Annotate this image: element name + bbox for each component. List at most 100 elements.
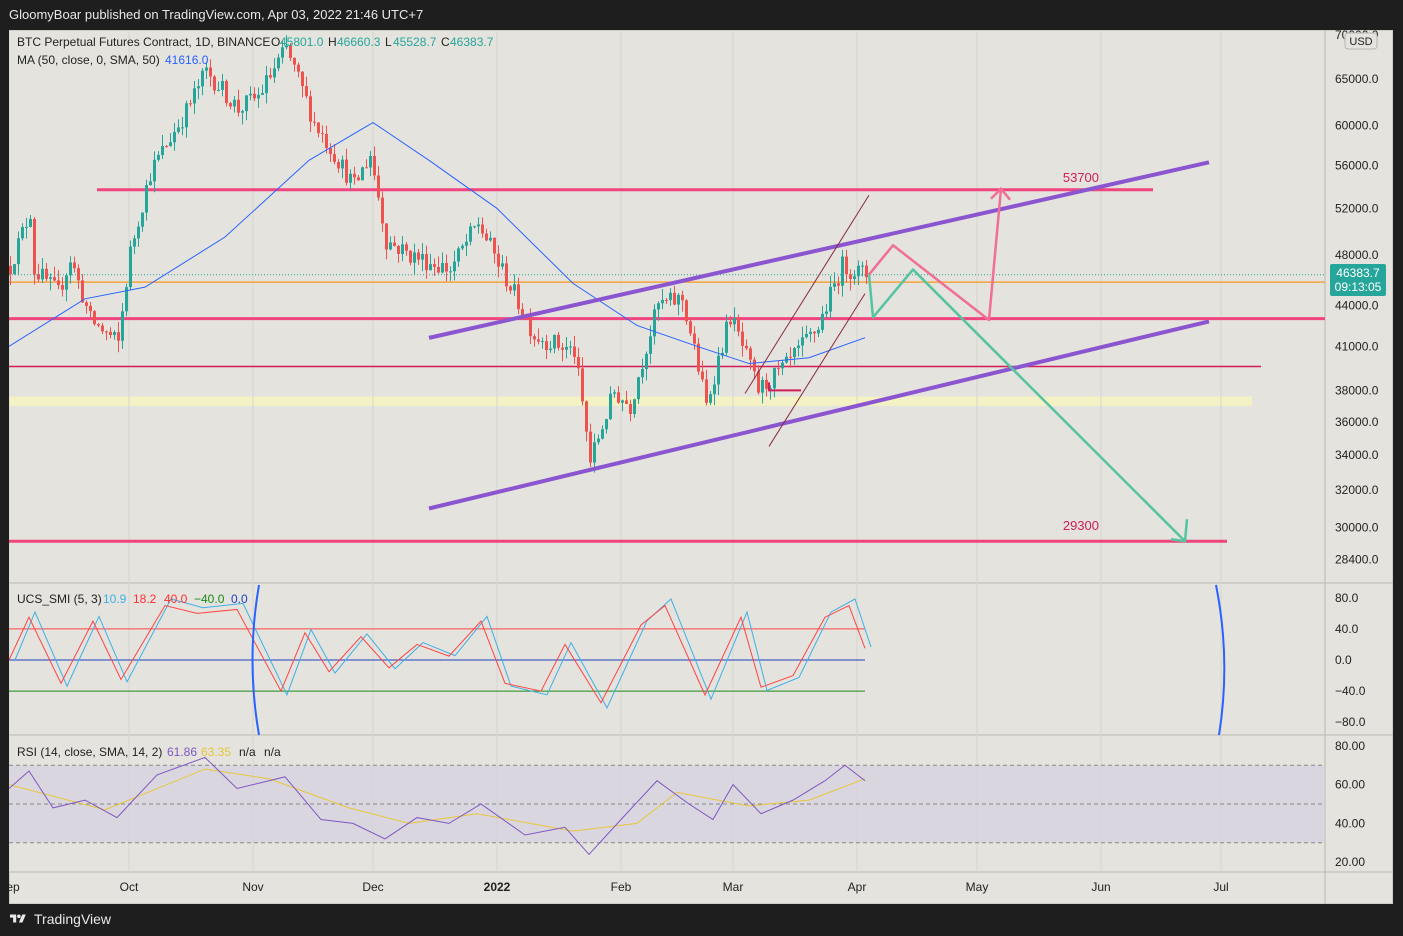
candle-body (201, 70, 204, 87)
candle-body (273, 68, 276, 78)
rsi-ma-line (9, 768, 866, 832)
channel-upper-line[interactable] (428, 160, 1210, 340)
blue-arc-drawing[interactable] (1215, 584, 1226, 736)
last-price-tag (1330, 264, 1386, 296)
time-axis[interactable]: Sep Oct Nov Dec 2022 Feb Mar Apr May Jun Jul (9, 880, 1229, 894)
smi-tick-label: −40.0 (1335, 684, 1366, 698)
candle-body (333, 154, 336, 162)
march-low-marker[interactable] (768, 382, 801, 392)
candle-body (421, 254, 424, 260)
candle-body (585, 401, 588, 432)
candle-body (29, 218, 32, 227)
chart-area[interactable]: 53700 29300 BTC Perpetual Futures Contra… (9, 30, 1393, 904)
candle-body (661, 299, 664, 304)
main-pane[interactable] (9, 30, 1325, 872)
price-axis[interactable]: 65000.0 60000.0 56000.0 52000.0 48000.0 44000… (1335, 72, 1379, 566)
main-legend[interactable]: BTC Perpetual Futures Contract, 1D, BINA… (17, 35, 494, 67)
smi-zero-value: 0.0 (231, 592, 248, 606)
candle-body (601, 429, 604, 439)
candle-body (409, 250, 412, 263)
candle-body (125, 287, 128, 312)
candle-body (101, 325, 104, 332)
time-tick-label: Nov (242, 880, 263, 894)
candle-body (293, 57, 296, 65)
drawings-layer[interactable] (428, 160, 1210, 543)
smi-tick-label: 40.0 (1335, 622, 1359, 636)
candle-body (657, 303, 660, 310)
candle-body (165, 146, 168, 148)
candle-body (565, 346, 568, 350)
candle-body (177, 127, 180, 132)
candle-body (169, 142, 172, 147)
wedge-upper-line[interactable] (744, 194, 870, 394)
candle-body (225, 81, 228, 104)
smi-tick-label: 0.0 (1335, 653, 1352, 667)
candle-body (97, 324, 100, 326)
candle-body (33, 218, 36, 275)
candle-body (277, 57, 280, 69)
candle-body (545, 341, 548, 351)
candle-body (69, 262, 72, 276)
rsi-extra-1: n/a (239, 745, 256, 759)
smi-tick-label: −80.0 (1335, 715, 1366, 729)
candle-body (253, 93, 256, 99)
time-tick-label: Dec (362, 880, 383, 894)
candle-body (845, 256, 848, 275)
candle-body (449, 271, 452, 273)
smi-axis[interactable]: 80.0 40.0 0.0 −40.0 −80.0 (1335, 591, 1366, 729)
candle-body (397, 245, 400, 254)
currency-badge[interactable] (1344, 32, 1378, 50)
bear-scenario-path[interactable] (867, 268, 1186, 543)
candle-body (81, 280, 84, 303)
candle-body (865, 265, 868, 278)
candle-body (233, 99, 236, 107)
ohlc-c-label: C (441, 35, 450, 49)
candle-body (673, 292, 676, 305)
candle-body (769, 388, 772, 390)
candle-body (141, 212, 144, 227)
candle-body (425, 254, 428, 271)
candle-body (689, 321, 692, 334)
smi-value: 10.9 (103, 592, 127, 606)
channel-lower-line[interactable] (428, 319, 1210, 511)
candle-body (457, 248, 460, 262)
rsi-layer (9, 756, 1325, 856)
rsi-pane[interactable] (9, 756, 1325, 856)
candle-body (481, 224, 484, 234)
time-tick-label: Sep (9, 880, 20, 894)
candle-body (353, 173, 356, 178)
candle-body (77, 268, 80, 281)
candle-body (633, 399, 636, 414)
candle-body (105, 331, 108, 333)
candle-body (61, 285, 64, 290)
smi-legend[interactable]: UCS_SMI (5, 3) 10.9 18.2 40.0 −40.0 0.0 (17, 592, 248, 606)
smi-pane[interactable] (9, 584, 1226, 736)
blue-ellipse-drawing[interactable] (251, 584, 260, 736)
bar-countdown: 09:13:05 (1335, 280, 1382, 294)
ohlc-c-value: 46383.7 (450, 35, 494, 49)
rsi-axis[interactable]: 80.00 60.00 40.00 20.00 (1335, 739, 1365, 869)
candle-body (725, 321, 728, 353)
candle-body (729, 321, 732, 325)
candle-body (217, 89, 220, 91)
candle-body (793, 348, 796, 358)
candle-body (237, 99, 240, 113)
candle-body (609, 393, 612, 420)
time-tick-label: Oct (120, 880, 139, 894)
candle-body (325, 133, 328, 148)
candle-body (541, 341, 544, 343)
candle-body (381, 197, 384, 224)
candle-body (305, 86, 308, 97)
candle-body (401, 244, 404, 254)
candle-body (653, 309, 656, 337)
candle-body (337, 161, 340, 169)
candle-body (329, 147, 332, 155)
candle-body (445, 263, 448, 272)
candle-body (321, 133, 324, 135)
bull-scenario-path[interactable] (868, 188, 1003, 322)
rsi-legend[interactable]: RSI (14, close, SMA, 14, 2) 61.86 63.35 … (17, 745, 281, 759)
candle-body (433, 264, 436, 267)
candle-body (153, 159, 156, 182)
wedge-lower-line[interactable] (768, 293, 866, 447)
smi-title: UCS_SMI (5, 3) (17, 592, 102, 606)
